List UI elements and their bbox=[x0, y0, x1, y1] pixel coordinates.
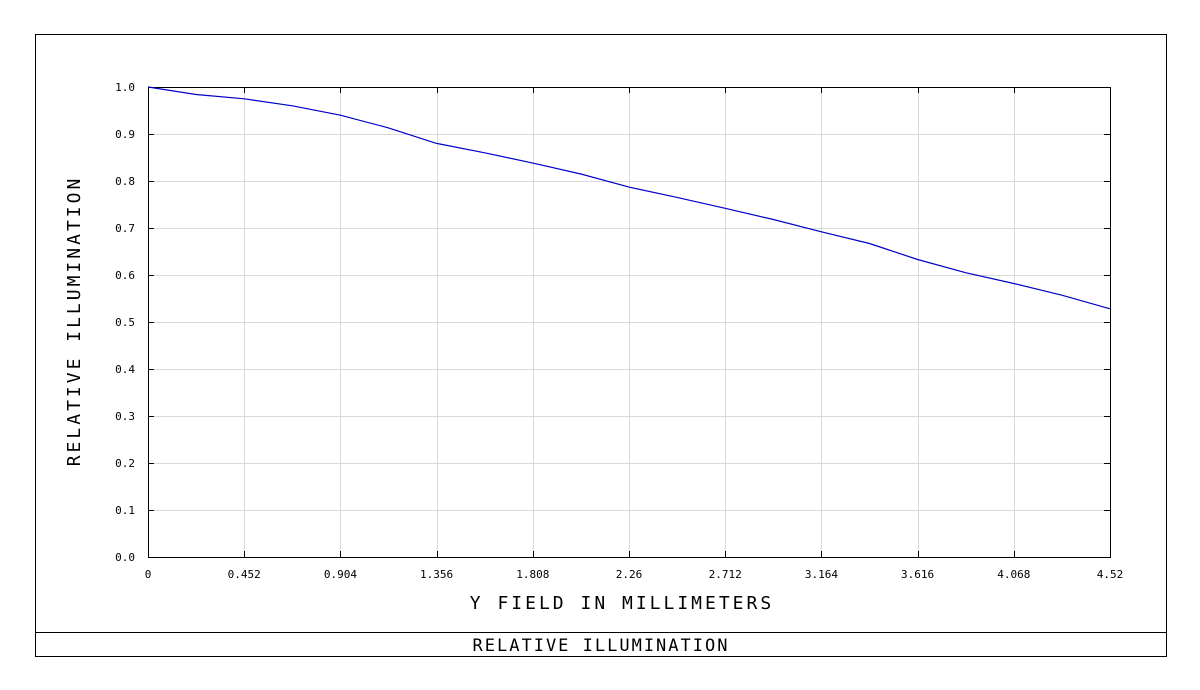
y-tick-label: 1.0 bbox=[115, 81, 135, 94]
y-tick-label: 0.5 bbox=[115, 316, 135, 329]
y-axis-title: RELATIVE ILLUMINATION bbox=[64, 176, 85, 467]
x-tick-label: 1.808 bbox=[516, 568, 549, 581]
x-tick-label: 2.26 bbox=[616, 568, 643, 581]
x-tick-labels: 0 0.452 0.904 1.356 1.808 2.26 2.712 3.164 3.616… bbox=[145, 568, 1124, 581]
x-tick-label: 0.904 bbox=[324, 568, 357, 581]
x-tick-label: 3.616 bbox=[901, 568, 934, 581]
x-tick-label: 0 bbox=[145, 568, 152, 581]
y-tick-label: 0.2 bbox=[115, 457, 135, 470]
plot-area-border bbox=[148, 87, 1111, 558]
outer-frame bbox=[35, 34, 1167, 657]
y-tick-label: 0.7 bbox=[115, 222, 135, 235]
x-tick-label: 0.452 bbox=[228, 568, 261, 581]
y-tick-label: 0.6 bbox=[115, 269, 135, 282]
y-tick-label: 0.1 bbox=[115, 504, 135, 517]
y-tick-label: 0.9 bbox=[115, 128, 135, 141]
grid bbox=[148, 87, 1110, 557]
x-tick-label: 4.068 bbox=[997, 568, 1030, 581]
y-tick-label: 0.4 bbox=[115, 363, 135, 376]
y-tick-label: 0.3 bbox=[115, 410, 135, 423]
y-tick-labels: 0.0 0.1 0.2 0.3 0.4 0.5 0.6 0.7 0.8 0.9 1.0 bbox=[115, 81, 135, 564]
x-tick-label: 2.712 bbox=[709, 568, 742, 581]
x-tick-label: 1.356 bbox=[420, 568, 453, 581]
y-tick-label: 0.8 bbox=[115, 175, 135, 188]
y-tick-label: 0.0 bbox=[115, 551, 135, 564]
x-tick-label: 4.52 bbox=[1097, 568, 1124, 581]
data-series bbox=[147, 86, 1111, 310]
chart-title: RELATIVE ILLUMINATION bbox=[473, 636, 730, 656]
x-axis-title: Y FIELD IN MILLIMETERS bbox=[470, 593, 774, 614]
illumination-line bbox=[147, 86, 1111, 310]
x-tick-label: 3.164 bbox=[805, 568, 838, 581]
